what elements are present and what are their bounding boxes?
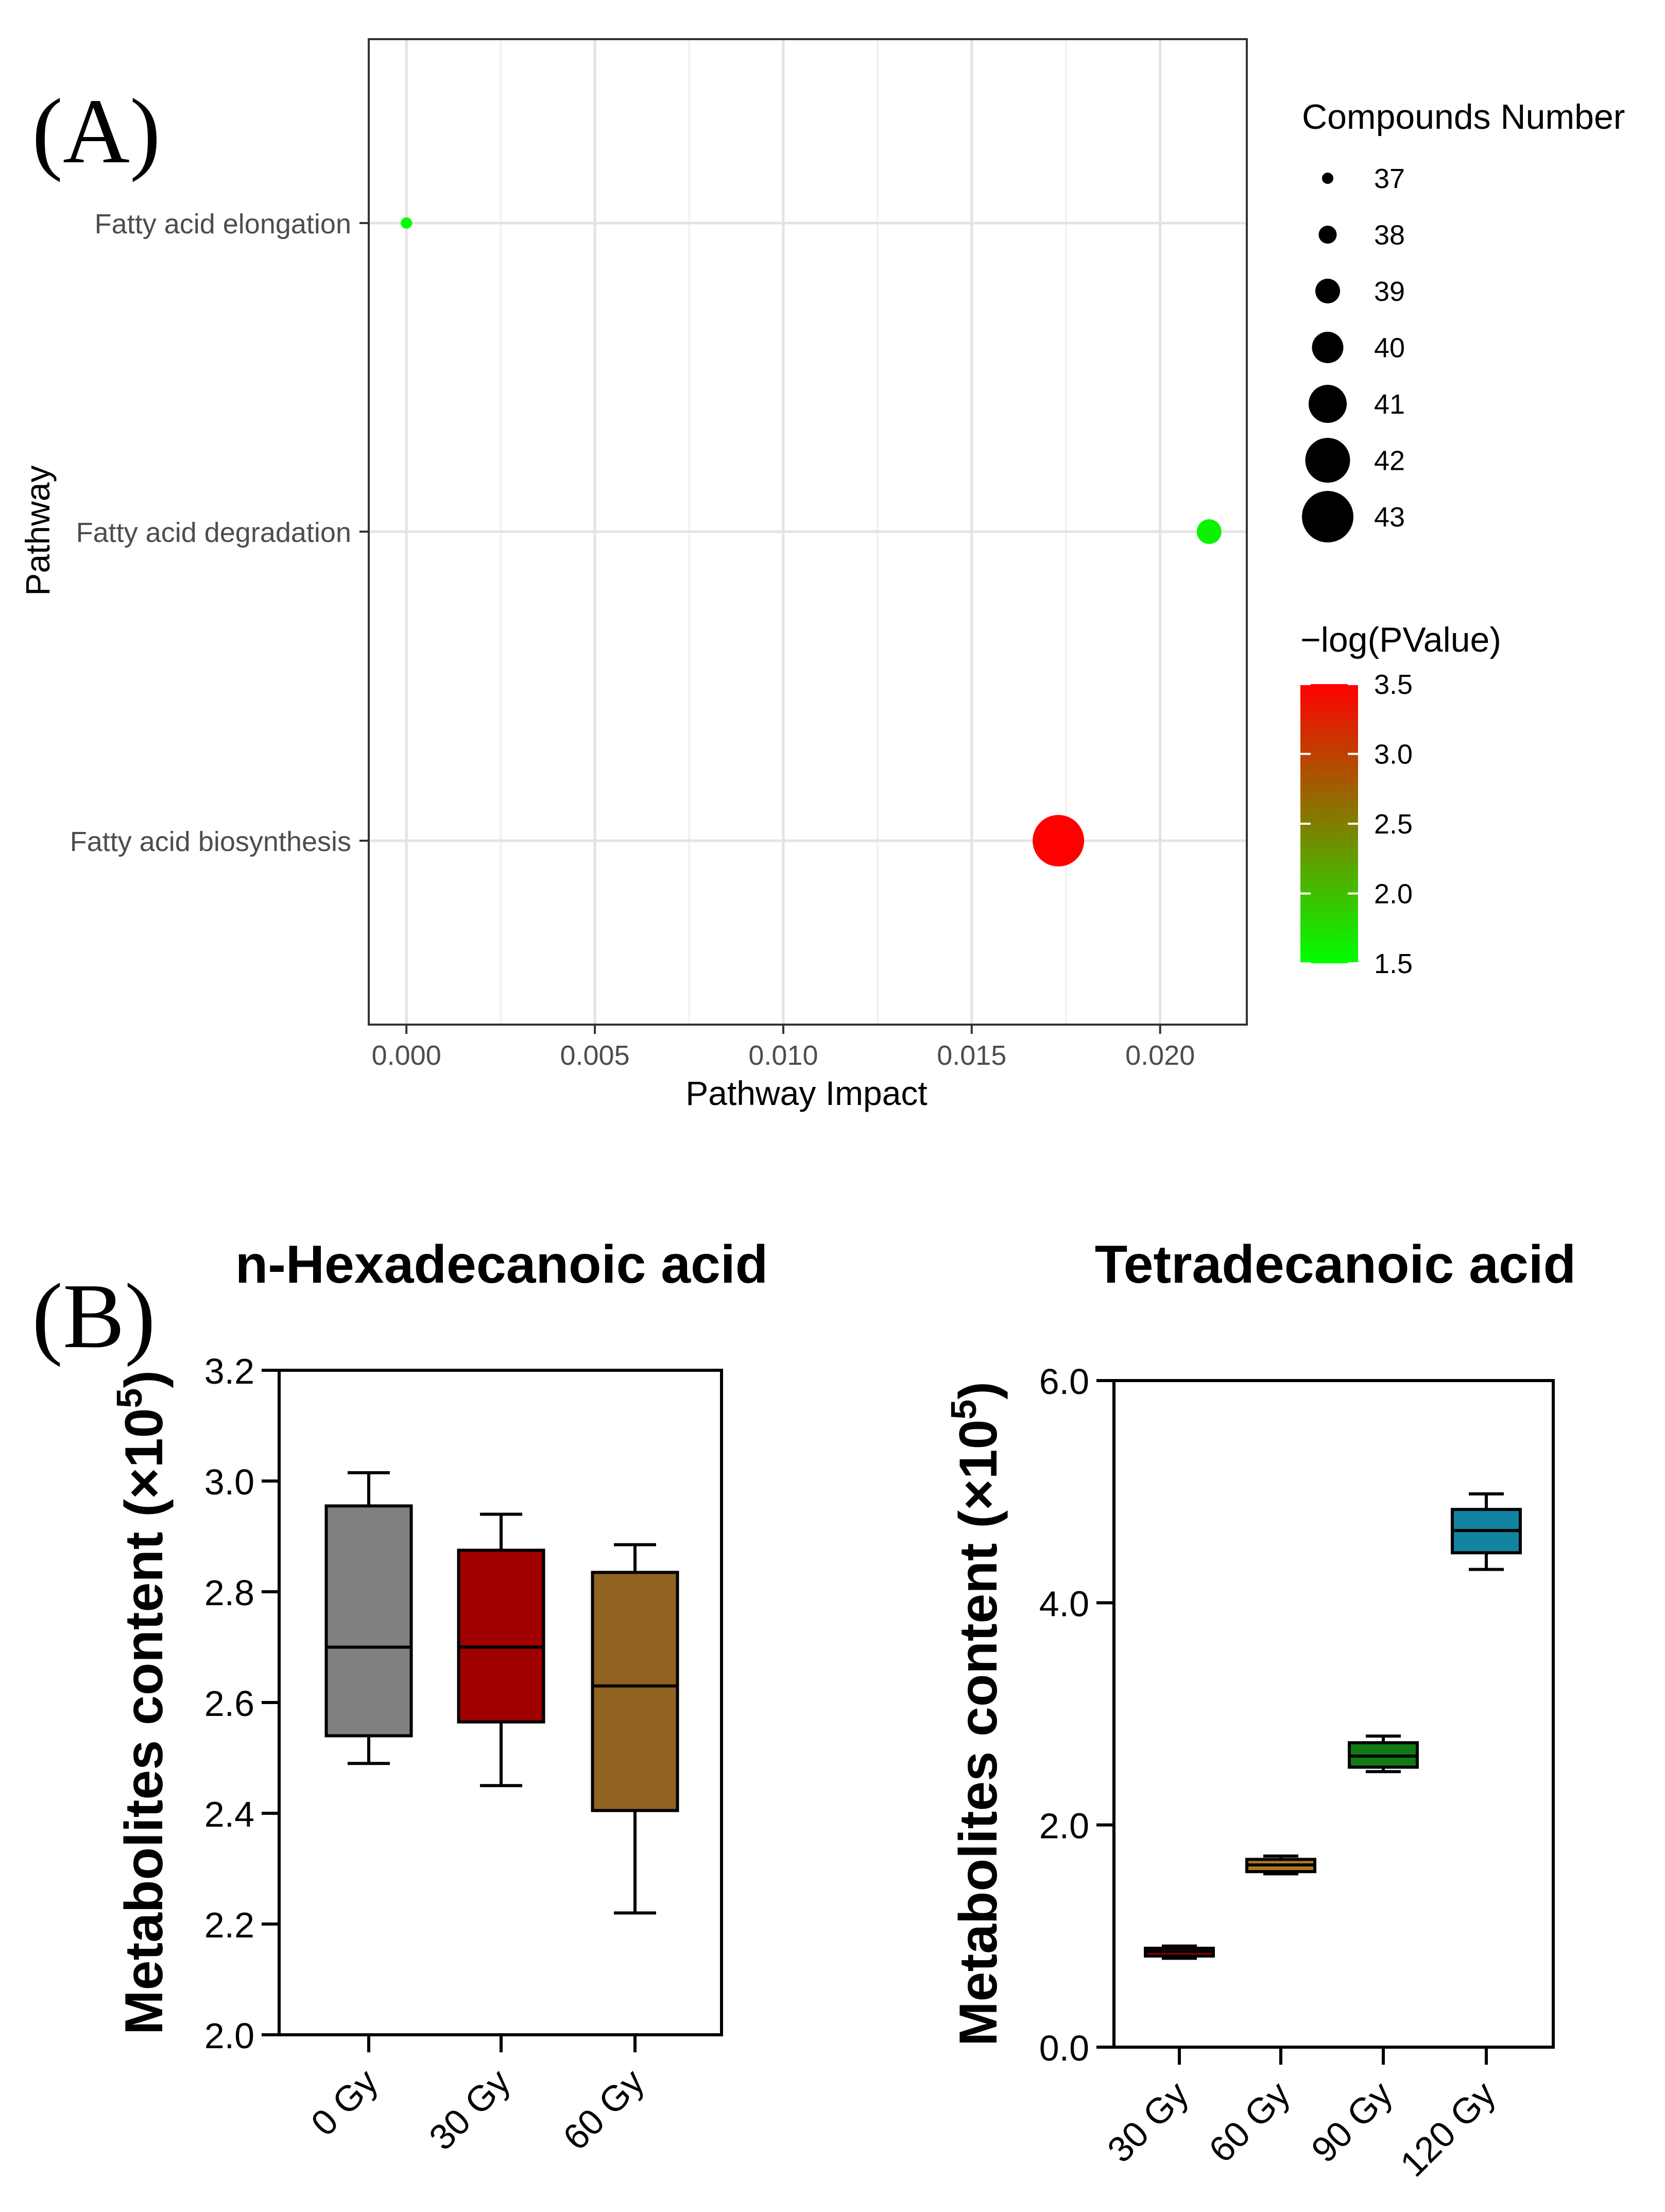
b2-plot: 0.0 2.0 4.0 6.0 Metabolites content (×105) 30…: [943, 1362, 1555, 2184]
panel-label-b: (B): [32, 1265, 156, 1367]
b2-x-tick-label: 90 Gy: [1303, 2073, 1400, 2170]
color-legend-label: 1.5: [1374, 948, 1413, 979]
b1-x-tick-label: 60 Gy: [555, 2061, 651, 2157]
a-x-tick-label: 0.005: [560, 1040, 629, 1071]
b1-y-tick-label: 2.2: [204, 1905, 254, 1945]
a-y-tick-label: Fatty acid elongation: [95, 209, 351, 240]
a-y-tick-label: Fatty acid biosynthesis: [70, 826, 351, 857]
a-x-axis: 0.000 0.005 0.010 0.015 0.020: [372, 1025, 1195, 1071]
color-legend: −log(PValue) 3.5 3.0 2.5 2.0 1.5: [1300, 620, 1501, 979]
b1-x-tick-label: 30 Gy: [421, 2061, 518, 2157]
size-legend-label: 42: [1374, 446, 1405, 477]
a-x-tick-label: 0.000: [372, 1040, 441, 1071]
b1-y-tick-label: 3.0: [204, 1462, 254, 1502]
color-legend-title: −log(PValue): [1300, 620, 1501, 659]
size-legend-label: 39: [1374, 276, 1405, 307]
pathway-bubble-chart: Fatty acid elongation Fatty acid degradat…: [19, 38, 1625, 1112]
b2-plot-frame: [1112, 1379, 1555, 2049]
a-x-tick-label: 0.010: [748, 1040, 818, 1071]
a-x-axis-title: Pathway Impact: [685, 1074, 928, 1112]
b2-x-tick-label: 30 Gy: [1100, 2073, 1196, 2170]
a-x-tick-label: 0.015: [937, 1040, 1006, 1071]
b1-box: [457, 1549, 545, 1724]
b2-y-tick-label: 0.0: [1039, 2028, 1089, 2068]
size-legend-label: 43: [1374, 502, 1405, 533]
size-legend-label: 37: [1374, 163, 1405, 194]
size-legend-key: [1315, 279, 1340, 303]
b2-y-tick-label: 6.0: [1039, 1362, 1089, 1402]
b1-y-tick-label: 2.6: [204, 1683, 254, 1724]
size-legend-label: 41: [1374, 389, 1405, 420]
b1-y-tick-label: 2.8: [204, 1573, 254, 1613]
size-legend-key: [1302, 491, 1353, 542]
b2-y-tick-label: 2.0: [1039, 1806, 1089, 1846]
a-y-axis: Fatty acid elongation Fatty acid degradat…: [70, 209, 369, 857]
b2-title: Tetradecanoic acid: [1095, 1235, 1576, 1295]
color-legend-label: 2.0: [1374, 879, 1413, 910]
b1-box: [324, 1504, 413, 1738]
b1-plot: 2.0 2.2 2.4 2.6 2.8 3.0 3.2 Metabolites content…: [109, 1351, 723, 2158]
a-points: [401, 217, 1222, 866]
b1-y-axis-title: Metabolites content (×105): [109, 1370, 174, 2035]
b1-x-tick-label: 0 Gy: [303, 2061, 386, 2143]
color-legend-label: 2.5: [1374, 809, 1413, 840]
b1-title: n-Hexadecanoic acid: [235, 1235, 768, 1295]
b2-y-tick-label: 4.0: [1039, 1584, 1089, 1624]
color-legend-label: 3.5: [1374, 669, 1413, 700]
b2-x-tick-label: 60 Gy: [1201, 2073, 1297, 2170]
size-legend-key: [1322, 173, 1333, 184]
size-legend-key: [1318, 226, 1337, 244]
tetradecanoic-box-chart: Tetradecanoic acid 0.0 2.0 4.0 6.0 Metabolit…: [943, 1235, 1576, 2184]
color-legend-label: 3.0: [1374, 739, 1413, 770]
panel-label-a: (A): [32, 80, 161, 182]
a-point: [1196, 519, 1222, 544]
size-legend-title: Compounds Number: [1302, 97, 1625, 137]
b1-y-tick-label: 2.4: [204, 1794, 254, 1834]
b2-y-axis-title: Metabolites content (×105): [943, 1382, 1008, 2046]
b1-box: [591, 1571, 679, 1812]
size-legend-key: [1309, 385, 1347, 423]
size-legend-label: 40: [1374, 333, 1405, 364]
hexadecanoic-box-chart: n-Hexadecanoic acid 2.0 2.2 2.4 2.6 2.8 3.0 3.…: [109, 1235, 768, 2158]
a-x-tick-label: 0.020: [1125, 1040, 1195, 1071]
b1-y-tick-label: 2.0: [204, 2016, 254, 2056]
a-point: [1033, 815, 1085, 866]
a-y-axis-title: Pathway: [19, 465, 57, 595]
size-legend-key: [1305, 438, 1350, 483]
size-legend: Compounds Number 37 38 39 40 41 42 43: [1302, 97, 1625, 542]
size-legend-key: [1312, 332, 1344, 363]
b1-y-tick-label: 3.2: [204, 1351, 254, 1391]
size-legend-label: 38: [1374, 220, 1405, 251]
b2-x-tick-label: 120 Gy: [1393, 2073, 1503, 2184]
a-point: [401, 217, 413, 229]
a-y-tick-label: Fatty acid degradation: [76, 517, 351, 548]
a-gridlines: [369, 39, 1247, 1025]
